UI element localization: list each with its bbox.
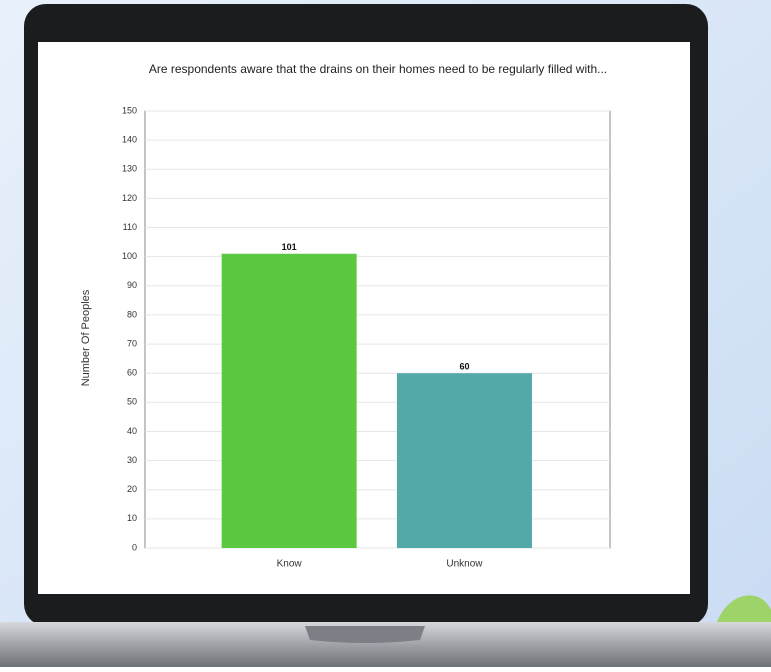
value-label: 60 xyxy=(459,362,469,372)
laptop-notch xyxy=(305,626,425,643)
x-tick-label: Unknow xyxy=(446,559,483,570)
y-tick-label: 80 xyxy=(127,309,137,319)
y-tick-label: 90 xyxy=(127,280,137,290)
y-tick-label: 110 xyxy=(123,222,137,232)
y-tick-label: 100 xyxy=(122,251,137,261)
x-tick-label: Know xyxy=(277,559,303,570)
y-tick-label: 20 xyxy=(127,484,137,494)
y-tick-label: 70 xyxy=(127,338,137,348)
y-tick-label: 140 xyxy=(122,135,137,145)
bar xyxy=(221,253,357,548)
y-tick-label: 10 xyxy=(127,513,137,523)
y-tick-label: 30 xyxy=(127,455,137,465)
chart-title: Are respondents aware that the drains on… xyxy=(149,62,607,76)
y-tick-label: 130 xyxy=(122,164,137,174)
y-tick-label: 120 xyxy=(122,193,137,203)
y-tick-label: 40 xyxy=(127,426,137,436)
y-axis-label: Number Of Peoples xyxy=(80,289,92,386)
y-tick-label: 60 xyxy=(127,368,137,378)
y-tick-label: 0 xyxy=(132,542,137,552)
y-tick-label: 50 xyxy=(127,397,137,407)
value-label: 101 xyxy=(282,242,297,252)
bar xyxy=(396,373,532,548)
y-tick-label: 150 xyxy=(122,105,137,115)
screen xyxy=(38,42,690,594)
